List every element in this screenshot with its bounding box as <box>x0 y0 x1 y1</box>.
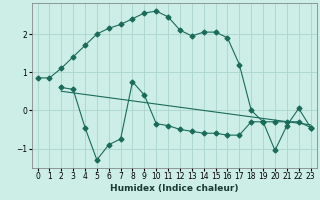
X-axis label: Humidex (Indice chaleur): Humidex (Indice chaleur) <box>110 184 238 193</box>
